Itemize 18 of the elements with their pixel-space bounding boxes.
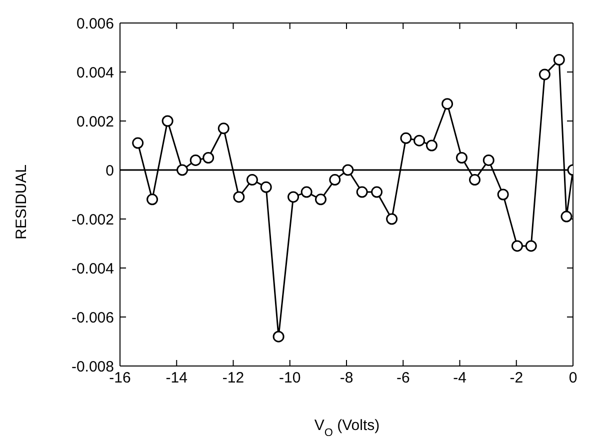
x-tick-label: 0: [568, 370, 578, 387]
x-tick-label: -2: [510, 370, 524, 387]
x-tick-label: -10: [279, 370, 301, 387]
y-tick-label: -0.002: [71, 211, 114, 228]
y-tick-label: -0.004: [71, 260, 114, 278]
x-axis-title: V$_{O}$ (Volts): [314, 417, 380, 439]
y-tick-label: 0: [106, 162, 114, 180]
x-tick-label: -14: [166, 370, 188, 387]
y-tick-label: -0.006: [71, 309, 114, 326]
y-tick-label: 0.004: [76, 64, 114, 82]
y-axis-title: RESIDUAL: [13, 164, 30, 240]
x-tick-label: -6: [396, 370, 410, 387]
y-tick-label: 0.006: [76, 15, 114, 32]
x-tick-label: -12: [222, 370, 244, 387]
y-tick-label: 0.002: [76, 113, 114, 130]
x-tick-label: -4: [453, 370, 466, 387]
y-tick-label: -0.008: [71, 358, 114, 376]
x-tick-label: -8: [340, 370, 354, 387]
